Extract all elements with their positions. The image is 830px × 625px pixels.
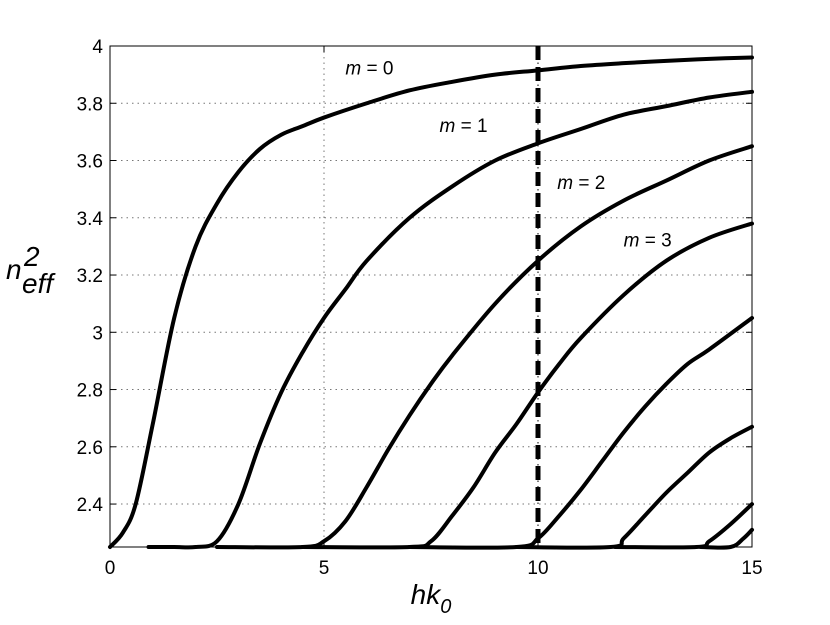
plot-frame	[109, 45, 753, 548]
y-tick-label-2: 2.8	[77, 381, 103, 402]
grid-layer	[110, 46, 752, 547]
y-tick-label-8: 4	[92, 37, 103, 58]
y-tick-label-7: 3.8	[77, 94, 103, 115]
ticks-layer: 0 5 10 15 2.4 2.6 2.8 3 3.2 3.4 3.6 3.8 4	[77, 37, 763, 579]
series-line-0	[108, 55, 754, 549]
y-axis-label-sup: 2	[23, 241, 40, 272]
y-tick-label-1: 2.6	[77, 438, 103, 459]
y-tick-label-3: 3	[92, 323, 103, 344]
y-tick-label-6: 3.6	[77, 152, 103, 173]
x-tick-label-3: 15	[741, 558, 762, 579]
series-layer	[108, 55, 754, 550]
curve-label-m-0: m = 0	[345, 59, 393, 80]
x-axis-label: hk0	[411, 579, 452, 618]
curve-label-m-2: m = 2	[557, 173, 605, 194]
series-line-5	[514, 424, 754, 550]
y-axis-label: n	[6, 254, 22, 285]
x-tick-label-1: 5	[319, 558, 330, 579]
curve-label-m-1: m = 1	[440, 116, 488, 137]
y-axis-label-sub: eff	[22, 268, 56, 299]
x-tick-label-2: 10	[527, 558, 548, 579]
x-tick-label-0: 0	[105, 558, 116, 579]
series-line-2	[215, 144, 754, 550]
series-line-3	[300, 221, 754, 550]
series-line-7	[698, 527, 754, 550]
series-line-4	[407, 315, 754, 550]
series-line-1	[146, 89, 754, 550]
curve-label-m-3: m = 3	[624, 230, 672, 251]
axes-layer	[109, 45, 753, 548]
y-tick-label-4: 3.2	[77, 266, 103, 287]
x-axis-label-sub: 0	[440, 596, 451, 618]
y-tick-label-0: 2.4	[77, 495, 104, 516]
x-axis-label-main: hk	[411, 579, 443, 610]
y-tick-label-5: 3.4	[77, 209, 104, 230]
